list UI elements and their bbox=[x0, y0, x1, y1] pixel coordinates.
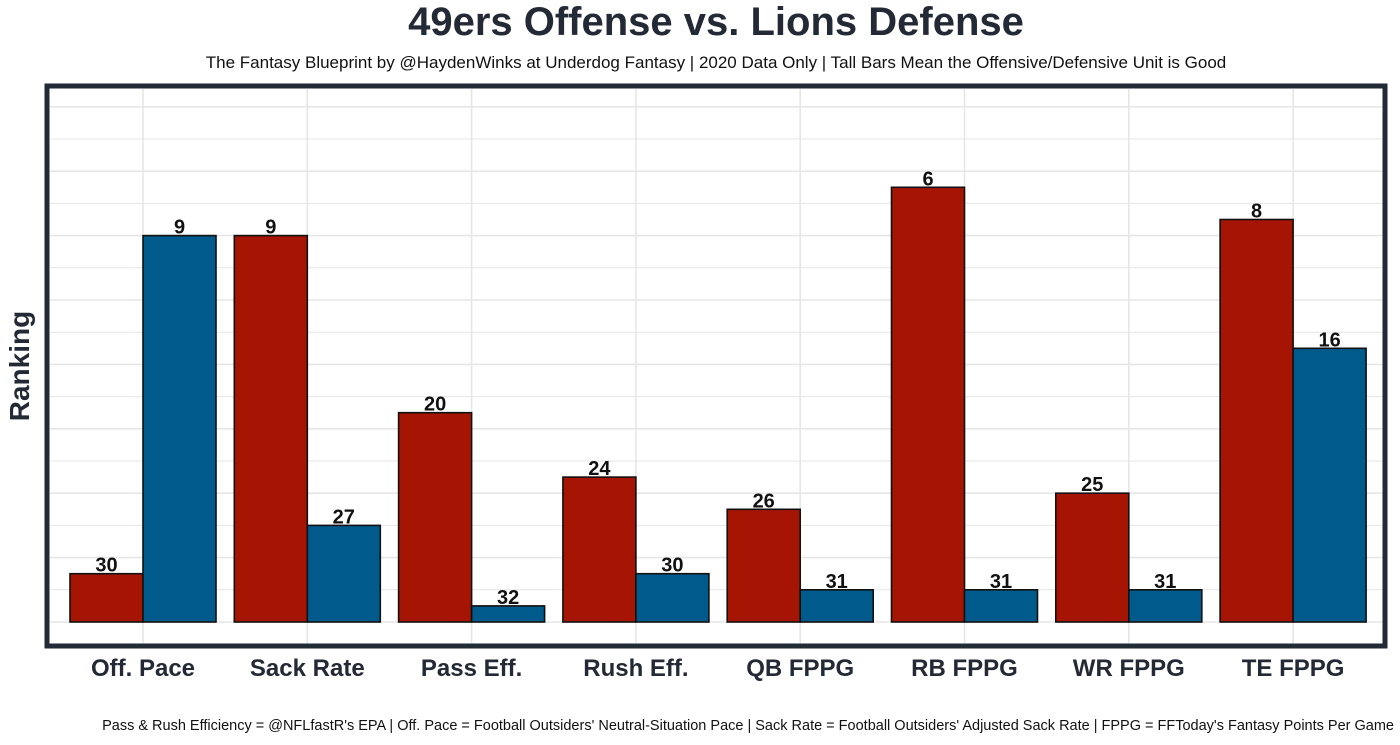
bar-series-1 bbox=[69, 572, 144, 623]
bar-series-1 bbox=[397, 411, 473, 623]
bar-series-2 bbox=[799, 588, 875, 623]
x-tick-label: RB FPPG bbox=[911, 655, 1018, 682]
bar-series-2 bbox=[1128, 588, 1203, 623]
bar-series-2 bbox=[1292, 347, 1367, 623]
chart-caption: Pass & Rush Efficiency = @NFLfastR's EPA… bbox=[102, 718, 1394, 734]
data-label: 9 bbox=[174, 217, 185, 239]
data-label: 30 bbox=[95, 555, 117, 577]
bar-series-1 bbox=[562, 476, 637, 623]
data-label: 26 bbox=[753, 490, 775, 512]
bar-series-1 bbox=[1219, 218, 1294, 623]
x-tick-labels: Off. Pace Sack Rate Pass Eff. Rush Eff. QB F… bbox=[91, 655, 1344, 682]
chart-title: 49ers Offense vs. Lions Defense bbox=[408, 0, 1024, 44]
data-label: 30 bbox=[661, 555, 683, 577]
bar-series-2 bbox=[142, 234, 217, 623]
x-tick-label: Rush Eff. bbox=[583, 655, 688, 682]
data-labels: 30 9 9 27 20 32 24 30 26 31 6 31 25 31 8 16 bbox=[95, 168, 1340, 609]
bar-series-2 bbox=[963, 588, 1039, 623]
data-label: 24 bbox=[588, 458, 611, 480]
data-label: 31 bbox=[1154, 571, 1176, 593]
bar-series-1 bbox=[1055, 492, 1130, 623]
x-tick-label: Off. Pace bbox=[91, 655, 195, 682]
data-label: 16 bbox=[1318, 329, 1340, 351]
panel-border bbox=[44, 83, 1388, 649]
data-label: 20 bbox=[424, 394, 446, 416]
bar-series-1 bbox=[890, 186, 966, 623]
bar-series-2 bbox=[470, 605, 546, 623]
bar-series-2 bbox=[306, 524, 382, 623]
bars bbox=[69, 186, 1367, 623]
data-label: 6 bbox=[922, 168, 933, 190]
data-label: 31 bbox=[826, 571, 848, 593]
data-label: 31 bbox=[990, 571, 1012, 593]
x-tick-label: Pass Eff. bbox=[421, 655, 522, 682]
data-label: 25 bbox=[1081, 474, 1103, 496]
data-label: 27 bbox=[333, 506, 355, 528]
bar-series-2 bbox=[635, 572, 710, 623]
data-label: 8 bbox=[1251, 201, 1262, 223]
data-label: 9 bbox=[265, 217, 276, 239]
x-tick-label: QB FPPG bbox=[746, 655, 854, 682]
bar-series-1 bbox=[726, 508, 802, 623]
x-tick-label: WR FPPG bbox=[1073, 655, 1185, 682]
x-tick-label: TE FPPG bbox=[1242, 655, 1345, 682]
x-tick-label: Sack Rate bbox=[250, 655, 365, 682]
chart-subtitle: The Fantasy Blueprint by @HaydenWinks at… bbox=[205, 53, 1227, 72]
bar-series-1 bbox=[233, 234, 309, 623]
data-label: 32 bbox=[497, 587, 519, 609]
